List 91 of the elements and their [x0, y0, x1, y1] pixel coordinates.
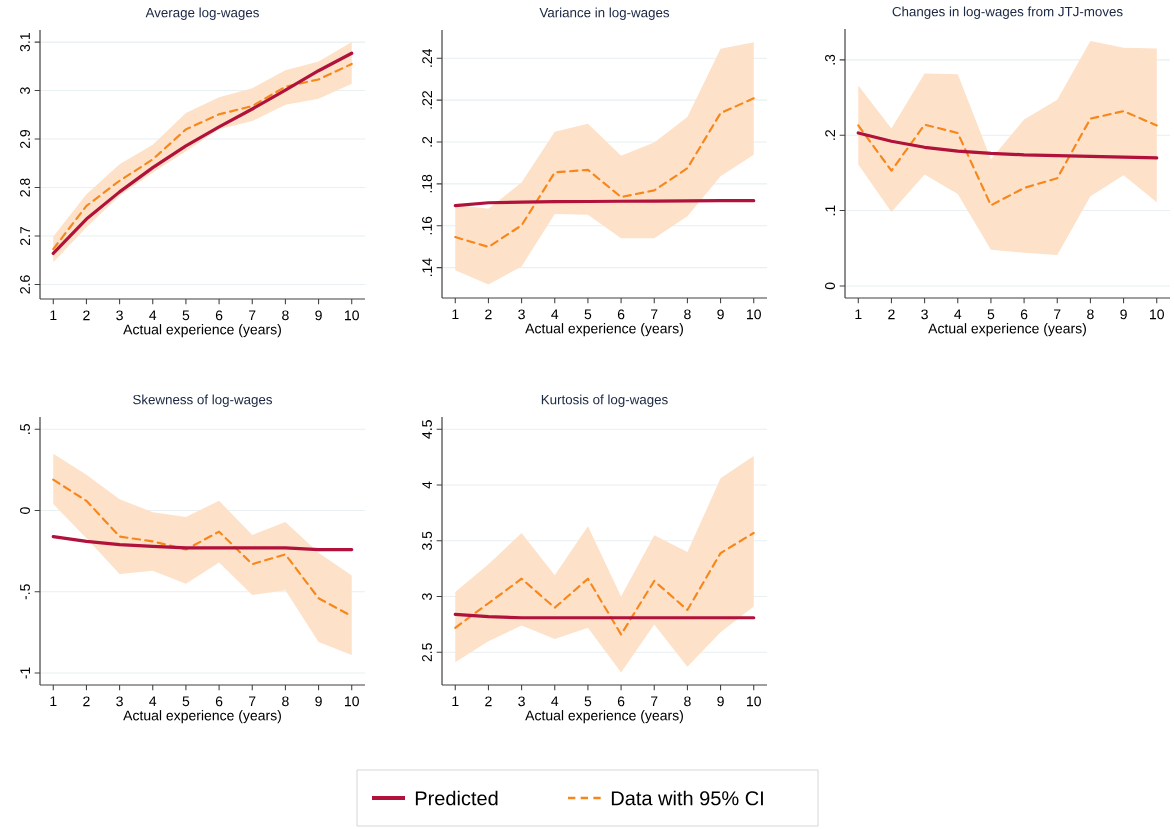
y-tick-label: 4 — [422, 481, 432, 489]
x-tick-label: 4 — [954, 309, 962, 320]
y-tick-label: 3.5 — [422, 531, 432, 550]
y-tick-label: 2.8 — [20, 178, 30, 197]
x-tick-label: 9 — [717, 696, 724, 707]
chart-title: Kurtosis of log-wages — [541, 394, 668, 407]
line-series — [856, 131, 1159, 160]
x-tick-label: 8 — [282, 696, 289, 707]
x-tick-label: 5 — [584, 696, 592, 707]
x-tick-label: 8 — [684, 309, 691, 320]
y-tick-label: .3 — [825, 54, 835, 65]
x-tick-label: 8 — [1087, 309, 1094, 320]
y-tick-label: 2.9 — [20, 129, 30, 149]
x-axis-title: Actual experience (years) — [123, 324, 281, 338]
x-tick-label: 7 — [249, 310, 256, 320]
x-tick-label: 2 — [485, 309, 492, 320]
x-tick-label: 10 — [747, 696, 761, 707]
y-tick-label: .16 — [422, 216, 432, 235]
y-tick-label: 2.7 — [20, 226, 30, 246]
x-tick-label: 4 — [551, 309, 559, 320]
x-axis-title: Actual experience (years) — [525, 710, 683, 724]
x-tick-label: 6 — [617, 696, 625, 707]
x-tick-label: 7 — [651, 309, 658, 320]
y-tick-label: 2.5 — [422, 643, 432, 662]
x-tick-label: 6 — [1020, 309, 1028, 320]
x-tick-label: 2 — [83, 696, 90, 707]
x-tick-label: 1 — [50, 696, 57, 707]
x-tick-label: 8 — [684, 696, 691, 707]
line-series — [454, 531, 755, 636]
y-tick-label: 0 — [825, 282, 835, 290]
y-tick-label: 3 — [422, 593, 432, 600]
x-tick-label: 5 — [182, 696, 190, 707]
x-tick-label: 1 — [50, 310, 57, 320]
y-tick-label: 4.5 — [422, 420, 432, 439]
x-tick-label: 3 — [518, 309, 525, 320]
y-tick-label: 3 — [20, 87, 30, 94]
x-tick-label: 7 — [249, 696, 256, 707]
chart-title: Average log-wages — [145, 7, 259, 20]
x-tick-label: 3 — [518, 696, 525, 707]
y-tick-label: -1 — [20, 667, 30, 679]
legend-label: Data with 95% CI — [611, 790, 763, 806]
line-series — [454, 97, 755, 248]
x-tick-label: 1 — [452, 309, 459, 320]
x-tick-label: 9 — [717, 309, 724, 320]
x-tick-label: 10 — [1150, 309, 1164, 320]
x-tick-label: 5 — [987, 309, 995, 320]
y-tick-label: .5 — [20, 424, 30, 434]
x-tick-label: 10 — [345, 310, 359, 321]
x-tick-label: 6 — [215, 310, 223, 321]
x-tick-label: 9 — [1120, 309, 1127, 320]
chart-title: Changes in log-wages from JTJ-moves — [892, 6, 1123, 19]
x-tick-label: 4 — [149, 696, 157, 707]
x-tick-label: 5 — [182, 310, 190, 321]
y-tick-label: .22 — [422, 91, 432, 109]
chart-title: Skewness of log-wages — [133, 394, 273, 407]
y-tick-label: .2 — [422, 136, 432, 147]
x-axis-title: Actual experience (years) — [525, 323, 683, 337]
y-tick-label: .2 — [825, 130, 835, 140]
x-tick-label: 10 — [747, 309, 761, 320]
x-axis-title: Actual experience (years) — [123, 710, 281, 724]
x-tick-label: 8 — [282, 310, 289, 321]
x-tick-label: 2 — [485, 696, 492, 707]
x-tick-label: 5 — [584, 309, 592, 320]
x-tick-label: 9 — [315, 310, 322, 321]
y-tick-label: -.5 — [20, 584, 30, 600]
x-tick-label: 1 — [452, 696, 459, 707]
x-tick-label: 3 — [116, 696, 123, 707]
x-tick-label: 7 — [651, 696, 658, 707]
x-tick-label: 7 — [1054, 309, 1061, 320]
x-tick-label: 6 — [215, 696, 223, 707]
y-tick-label: 2.6 — [20, 275, 30, 294]
x-tick-label: 3 — [116, 310, 123, 321]
x-tick-label: 4 — [149, 310, 157, 320]
y-tick-label: .18 — [422, 174, 432, 193]
x-axis-title: Actual experience (years) — [928, 323, 1086, 337]
y-tick-label: .24 — [422, 48, 432, 67]
x-tick-label: 2 — [83, 310, 90, 321]
y-tick-label: 3.1 — [20, 33, 30, 52]
line-series — [857, 110, 1158, 207]
x-tick-label: 1 — [855, 309, 862, 320]
legend-label: Predicted — [415, 790, 498, 806]
x-tick-label: 3 — [921, 309, 928, 320]
x-tick-label: 2 — [888, 309, 895, 320]
x-tick-label: 9 — [315, 696, 322, 707]
y-tick-label: 0 — [20, 507, 30, 514]
chart-title: Variance in log-wages — [539, 7, 670, 20]
y-tick-label: .1 — [825, 205, 835, 216]
x-tick-label: 6 — [617, 309, 625, 320]
x-tick-label: 10 — [345, 696, 359, 707]
x-tick-label: 4 — [551, 696, 559, 707]
y-tick-label: .14 — [422, 258, 432, 277]
